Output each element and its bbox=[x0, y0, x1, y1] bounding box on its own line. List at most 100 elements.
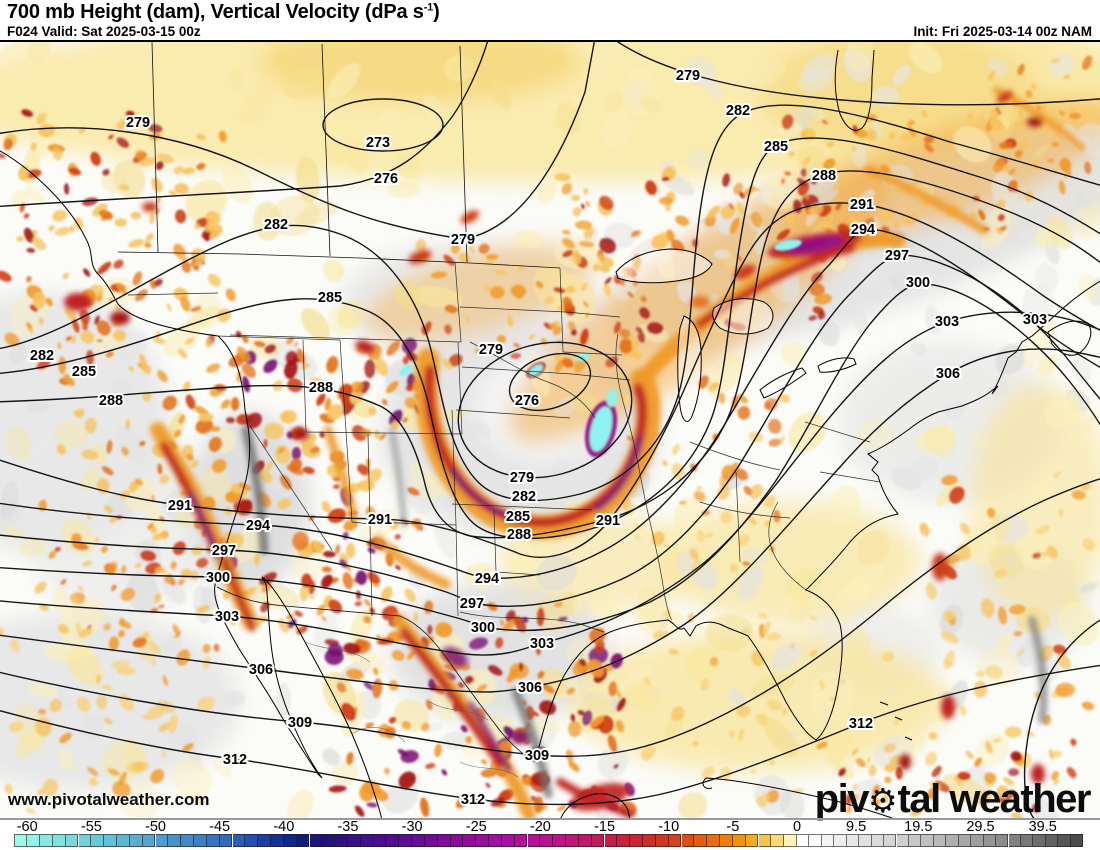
contour-279-northeast bbox=[616, 42, 1100, 106]
height-contour-label: 294 bbox=[851, 222, 875, 238]
height-contour-label: 288 bbox=[309, 380, 333, 396]
colorbar-cell bbox=[117, 834, 130, 847]
height-contour-label: 300 bbox=[206, 570, 230, 586]
colorbar-tick: 0 bbox=[792, 819, 802, 835]
colorbar-tick: -55 bbox=[80, 819, 102, 835]
height-contour-label: 309 bbox=[525, 748, 549, 764]
height-contour-label: 279 bbox=[451, 232, 475, 248]
colorbar-cell bbox=[347, 834, 361, 847]
contour-312 bbox=[0, 664, 1100, 806]
colorbar-cell bbox=[258, 834, 271, 847]
colorbar-tick: -30 bbox=[401, 819, 423, 835]
height-contour-label: 285 bbox=[318, 290, 342, 306]
height-contour-label: 288 bbox=[99, 393, 123, 409]
colorbar-cell bbox=[771, 834, 785, 847]
colorbar-tick: -40 bbox=[273, 819, 295, 835]
colorbar-tick: -60 bbox=[16, 819, 38, 835]
colorbar-cell bbox=[578, 834, 592, 847]
contour-273 bbox=[322, 98, 444, 152]
height-contour-label: 291 bbox=[596, 513, 620, 529]
colorbar-tick: -35 bbox=[337, 819, 359, 835]
map-canvas: 2732762762792792792792792822822822822852… bbox=[0, 42, 1100, 818]
colorbar-cell bbox=[335, 834, 348, 847]
colorbar-tick: -20 bbox=[529, 819, 551, 835]
colorbar-cell bbox=[745, 834, 759, 847]
contour-303 bbox=[0, 311, 1100, 656]
colorbar-cell bbox=[14, 834, 28, 847]
contour-297 bbox=[0, 254, 1100, 607]
height-contour-label: 276 bbox=[374, 171, 398, 187]
contour-276-low bbox=[508, 352, 592, 412]
colorbar-cell bbox=[142, 834, 156, 847]
height-contour-label: 303 bbox=[935, 314, 959, 330]
height-contour-label: 288 bbox=[507, 527, 531, 543]
contour-291 bbox=[0, 202, 1100, 558]
vv-cyan-cores bbox=[399, 239, 802, 458]
colorbar-tick: -15 bbox=[594, 819, 616, 835]
valid-time-label: F024 Valid: Sat 2025-03-15 00z bbox=[7, 24, 201, 39]
height-contour-label: 285 bbox=[72, 364, 96, 380]
colorbar-cell bbox=[463, 834, 477, 847]
height-contour-label: 303 bbox=[1023, 312, 1047, 328]
colorbar-cell bbox=[655, 834, 669, 847]
colorbar-cell bbox=[909, 834, 922, 847]
colorbar-cell bbox=[996, 834, 1009, 847]
colorbar-cell bbox=[373, 834, 387, 847]
colorbar-cell bbox=[78, 834, 92, 847]
colorbar-cell bbox=[437, 834, 451, 847]
colorbar-cell bbox=[1045, 834, 1059, 847]
colorbar-cell bbox=[617, 834, 631, 847]
national-borders bbox=[117, 42, 561, 763]
colorbar-tick-labels: -60 -55 -50 -45 -40 -35 -30 -25 -20 -15 -10 -5 0 9.5 1… bbox=[0, 819, 1100, 835]
height-contour-label: 282 bbox=[30, 348, 54, 364]
colorbar-cell bbox=[501, 834, 515, 847]
coastlines bbox=[0, 49, 1100, 818]
colorbar-cell bbox=[732, 834, 746, 847]
height-contour-label: 279 bbox=[510, 470, 534, 486]
contour-294 bbox=[0, 228, 1100, 579]
height-contour-label: 294 bbox=[475, 571, 499, 587]
contour-300 bbox=[0, 283, 1100, 632]
watermark-logo: piv⚙tal weather bbox=[814, 777, 1092, 821]
colorbar-cell bbox=[946, 834, 959, 847]
chart-title: 700 mb Height (dam), Vertical Velocity (… bbox=[7, 1, 440, 23]
colorbar-cell bbox=[245, 834, 259, 847]
height-contour-label: 288 bbox=[812, 168, 836, 184]
height-contour-label: 312 bbox=[223, 752, 247, 768]
colorbar-cell bbox=[283, 834, 297, 847]
colorbar-tick: 19.5 bbox=[904, 819, 933, 835]
colorbar-cell bbox=[219, 834, 233, 847]
contour-ridge-corner bbox=[1023, 619, 1100, 818]
chart-header: 700 mb Height (dam), Vertical Velocity (… bbox=[0, 0, 1100, 40]
colorbar-cell bbox=[958, 834, 972, 847]
colorbar-cell bbox=[309, 834, 323, 847]
colorbar-cell bbox=[104, 834, 117, 847]
colorbar-cell bbox=[707, 834, 720, 847]
colorbar-cell bbox=[527, 834, 541, 847]
contour-279-west bbox=[0, 42, 595, 240]
colorbar-cell bbox=[271, 834, 284, 847]
gear-icon: ⚙ bbox=[867, 782, 898, 819]
weather-map: 273 276 276 279 279 279 279 279 282 282 282 282 285 2… bbox=[0, 40, 1100, 821]
colorbar-cell bbox=[896, 834, 909, 847]
height-contour-label: 291 bbox=[368, 512, 392, 528]
colorbar-tick: -10 bbox=[658, 819, 680, 835]
height-contour-label: 294 bbox=[246, 518, 270, 534]
colorbar-cell bbox=[1070, 834, 1084, 847]
colorbar-cell bbox=[27, 834, 40, 847]
colorbar-cell bbox=[129, 834, 143, 847]
height-contour-label: 276 bbox=[515, 393, 539, 409]
height-contour-label: 306 bbox=[936, 366, 960, 382]
height-contour-label: 303 bbox=[215, 609, 239, 625]
colorbar-cell bbox=[155, 834, 169, 847]
colorbar-cell bbox=[758, 834, 772, 847]
colorbar-cell bbox=[360, 834, 374, 847]
colorbar-cell bbox=[604, 834, 618, 847]
colorbar-cell bbox=[784, 834, 797, 847]
height-contour-label: 303 bbox=[530, 636, 554, 652]
height-contour-label: 297 bbox=[212, 543, 236, 559]
colorbar-cell bbox=[643, 834, 656, 847]
title-superscript: -1 bbox=[423, 1, 434, 14]
contour-309 bbox=[0, 478, 1100, 758]
